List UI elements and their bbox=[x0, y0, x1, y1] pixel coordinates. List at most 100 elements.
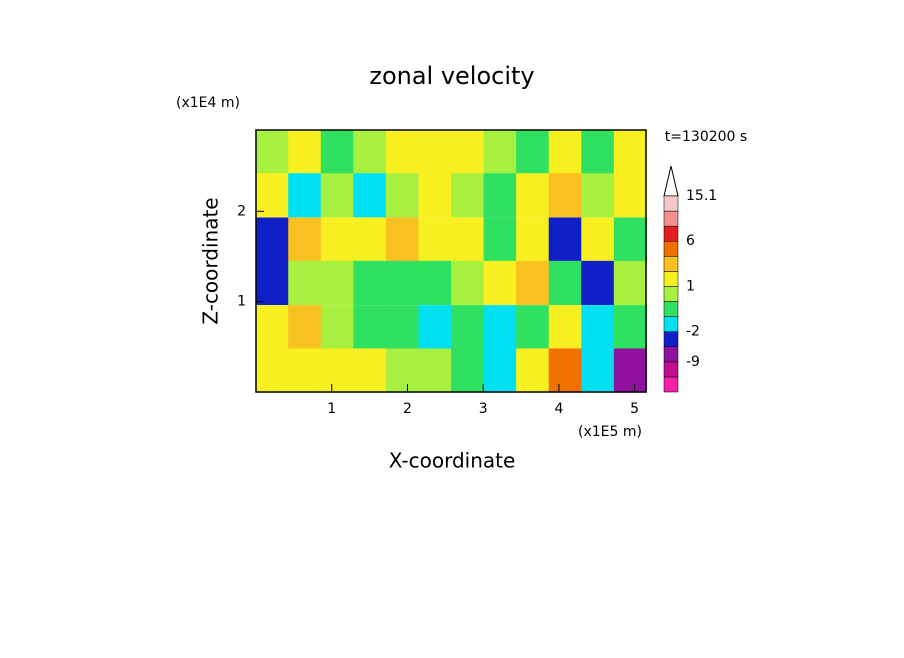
field-cell bbox=[353, 260, 387, 306]
time-label: t=130200 s bbox=[665, 129, 747, 145]
field-cell bbox=[385, 348, 419, 393]
field-cell bbox=[613, 129, 647, 175]
field-cell bbox=[255, 305, 289, 350]
field-cell bbox=[255, 129, 289, 175]
field-cell bbox=[418, 348, 452, 393]
colorbar-segment bbox=[663, 331, 679, 348]
field-cell bbox=[418, 217, 452, 262]
colorbar-label: 1 bbox=[686, 278, 695, 294]
field-cell bbox=[418, 260, 452, 306]
field-cell bbox=[581, 129, 615, 175]
colorbar-label: -9 bbox=[686, 354, 700, 370]
colorbar-segment bbox=[663, 316, 679, 332]
x-tick-label: 3 bbox=[479, 401, 488, 417]
colorbar-segment bbox=[663, 301, 679, 317]
field-cell bbox=[288, 217, 322, 262]
field-cell bbox=[451, 260, 485, 306]
field-cell bbox=[548, 305, 582, 350]
x-tick-label: 4 bbox=[554, 401, 563, 417]
field-cell bbox=[353, 129, 387, 175]
field-cell bbox=[255, 260, 289, 306]
field-cell bbox=[516, 348, 550, 393]
colorbar-segment bbox=[663, 240, 679, 257]
plot-frame bbox=[255, 129, 647, 393]
y-tick-label: 1 bbox=[237, 294, 246, 310]
field-cell bbox=[385, 305, 419, 350]
field-cell bbox=[548, 260, 582, 306]
field-cell bbox=[320, 305, 354, 350]
field-cell bbox=[548, 348, 582, 393]
colorbar-label: -2 bbox=[686, 324, 700, 340]
field-cell bbox=[288, 129, 322, 175]
field-cell bbox=[516, 305, 550, 350]
colorbar-segment bbox=[663, 346, 679, 363]
colorbar-segment bbox=[663, 256, 679, 272]
field-cell bbox=[418, 173, 452, 218]
field-cell bbox=[353, 305, 387, 350]
field-cell bbox=[418, 305, 452, 350]
field-cell bbox=[418, 129, 452, 175]
field-cell bbox=[255, 348, 289, 393]
colorbar-segment bbox=[663, 361, 679, 378]
field-cell bbox=[288, 260, 322, 306]
field-cell bbox=[581, 305, 615, 350]
x-tick-label: 1 bbox=[327, 401, 336, 417]
y-axis-label: Z-coordinate bbox=[199, 197, 223, 324]
x-tick-label: 5 bbox=[630, 401, 639, 417]
field-cell bbox=[516, 217, 550, 262]
field-cell bbox=[255, 173, 289, 218]
colorbar-segment bbox=[663, 271, 679, 287]
field-cell bbox=[516, 260, 550, 306]
field-cell bbox=[288, 348, 322, 393]
field-cell bbox=[516, 173, 550, 218]
field-cell bbox=[483, 305, 517, 350]
field-cell bbox=[385, 260, 419, 306]
field-cell bbox=[451, 217, 485, 262]
field-cell bbox=[451, 305, 485, 350]
field-cell bbox=[483, 173, 517, 218]
field-cell bbox=[288, 305, 322, 350]
colorbar-segment bbox=[663, 210, 679, 227]
field-cell bbox=[255, 217, 289, 262]
field-cell bbox=[581, 260, 615, 306]
field-cell bbox=[320, 129, 354, 175]
field-cell bbox=[548, 217, 582, 262]
colorbar-label: 15.1 bbox=[686, 188, 717, 204]
field-cell bbox=[320, 348, 354, 393]
field-cell bbox=[613, 305, 647, 350]
colorbar-segment bbox=[663, 225, 679, 242]
y-unit: (x1E4 m) bbox=[176, 95, 240, 111]
field-cell bbox=[548, 129, 582, 175]
colorbar-segment bbox=[663, 195, 679, 212]
y-tick-label: 2 bbox=[237, 203, 246, 219]
colorbar-segment bbox=[663, 376, 679, 393]
colorbar-segment bbox=[663, 286, 679, 302]
field-cell bbox=[548, 173, 582, 218]
field-cell bbox=[581, 173, 615, 218]
field-cell bbox=[451, 348, 485, 393]
field-cell bbox=[353, 173, 387, 218]
field-cell bbox=[613, 173, 647, 218]
field-cell bbox=[451, 173, 485, 218]
x-axis-label: X-coordinate bbox=[389, 449, 516, 473]
field-cell bbox=[385, 129, 419, 175]
field-cell bbox=[451, 129, 485, 175]
field-cell bbox=[483, 129, 517, 175]
field-cell bbox=[353, 217, 387, 262]
field-cell bbox=[516, 129, 550, 175]
field-cell bbox=[320, 173, 354, 218]
field-cell bbox=[613, 348, 647, 393]
field-cell bbox=[581, 348, 615, 393]
x-unit: (x1E5 m) bbox=[578, 424, 642, 440]
field-cell bbox=[320, 260, 354, 306]
field-cell bbox=[288, 173, 322, 218]
field-cell bbox=[483, 217, 517, 262]
field-cell bbox=[320, 217, 354, 262]
field-cell bbox=[483, 348, 517, 393]
colorbar-arrow bbox=[663, 165, 679, 197]
field-cell bbox=[613, 260, 647, 306]
field-cell bbox=[385, 217, 419, 262]
field-cell bbox=[353, 348, 387, 393]
field-cell bbox=[483, 260, 517, 306]
